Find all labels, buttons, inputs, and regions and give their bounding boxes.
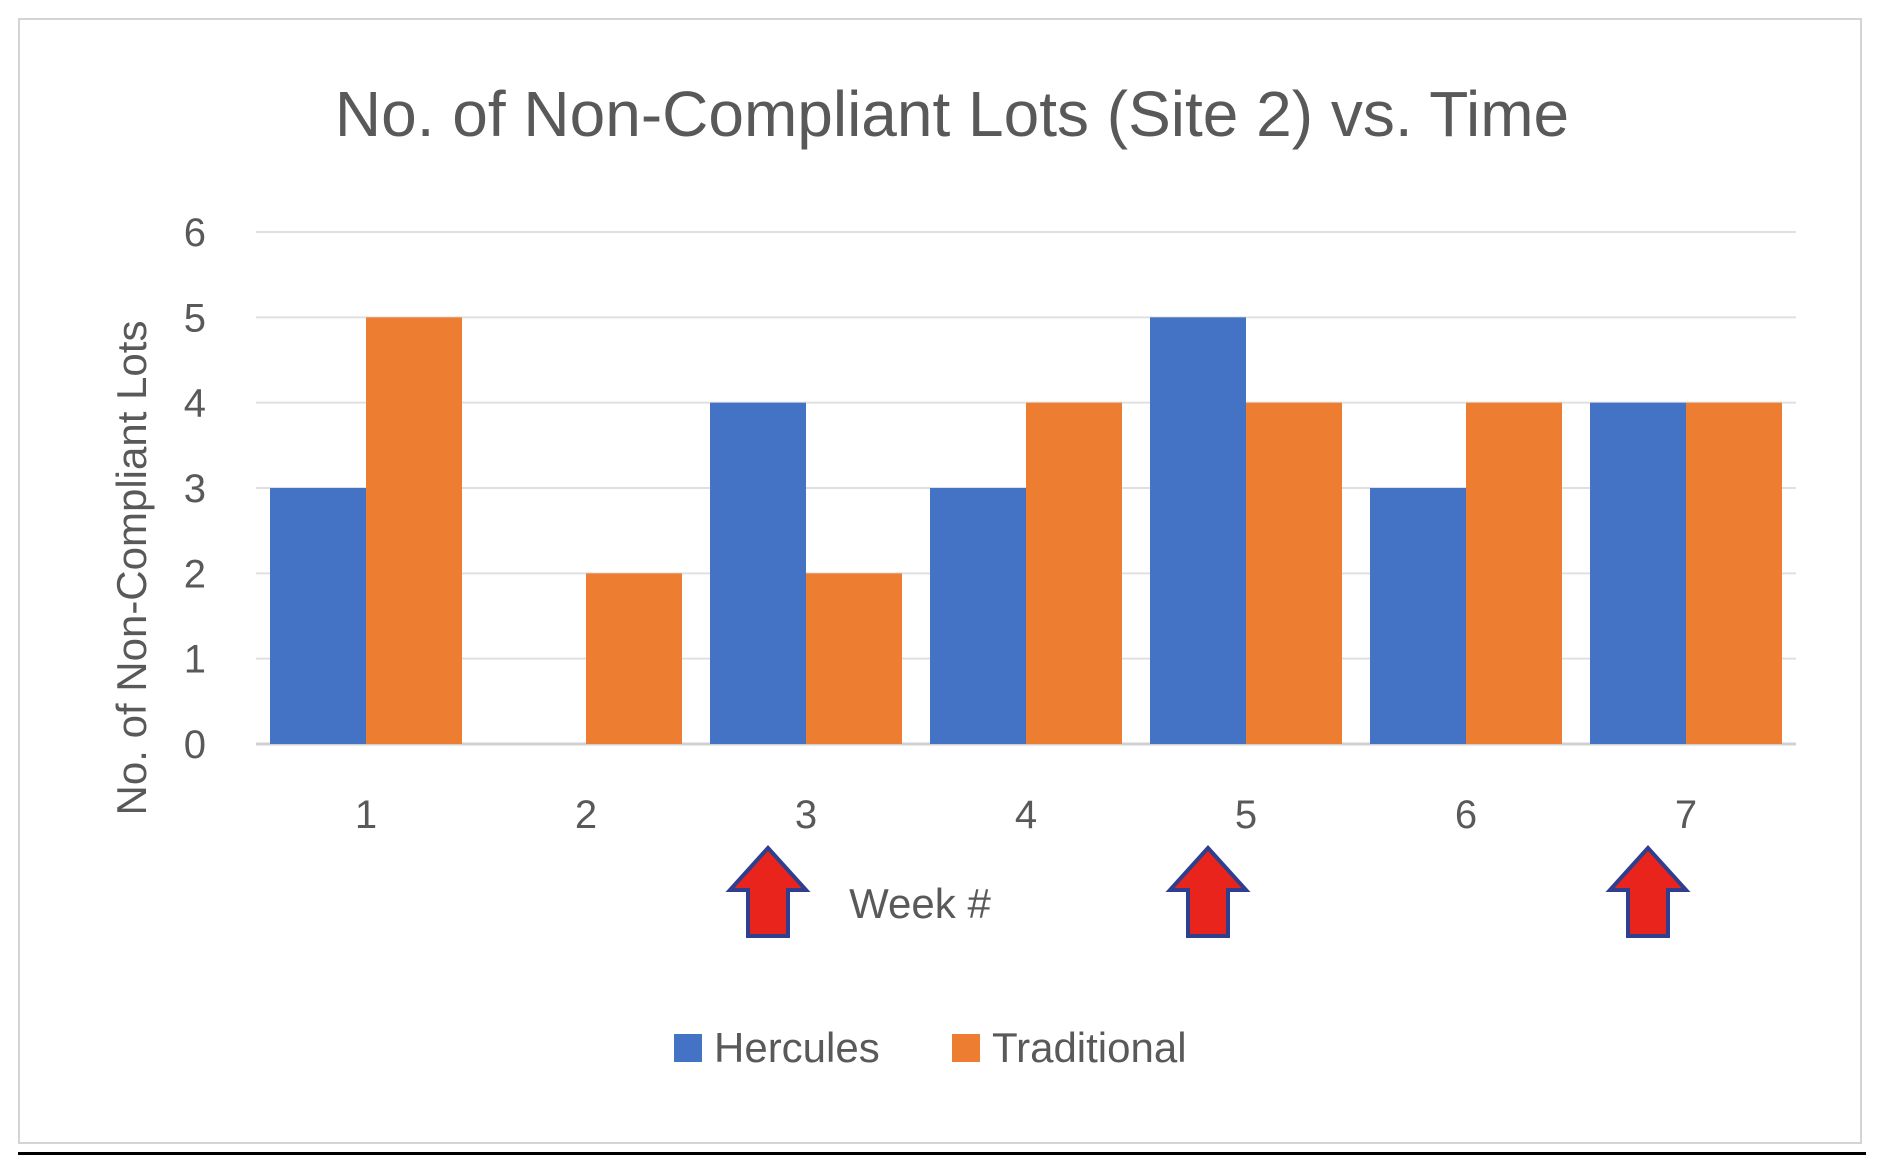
y-tick-label-4: 4 xyxy=(184,382,206,426)
x-tick-label-5: 5 xyxy=(1235,793,1257,837)
legend-swatch-traditional xyxy=(952,1034,980,1062)
y-tick-label-3: 3 xyxy=(184,467,206,511)
legend: Hercules Traditional xyxy=(674,1024,1187,1071)
bar-traditional-week-3 xyxy=(806,573,902,744)
x-tick-label-7: 7 xyxy=(1675,793,1697,837)
x-tick-label-1: 1 xyxy=(355,793,377,837)
bar-hercules-week-3 xyxy=(710,402,806,744)
y-tick-label-5: 5 xyxy=(184,296,206,340)
y-tick-label-0: 0 xyxy=(184,723,206,767)
bar-hercules-week-1 xyxy=(270,488,366,744)
bar-traditional-week-2 xyxy=(586,573,682,744)
bar-hercules-week-5 xyxy=(1150,317,1246,744)
arrow-up-icon-week-7 xyxy=(1605,845,1691,938)
x-tick-label-6: 6 xyxy=(1455,793,1477,837)
bar-traditional-week-1 xyxy=(366,317,462,744)
bar-traditional-week-4 xyxy=(1026,402,1122,744)
legend-swatch-hercules xyxy=(674,1034,702,1062)
x-tick-labels: 1 2 3 4 5 6 7 xyxy=(355,793,1697,837)
y-tick-label-2: 2 xyxy=(184,552,206,596)
y-tick-label-6: 6 xyxy=(184,211,206,255)
bar-hercules-week-7 xyxy=(1590,402,1686,744)
arrow-up-icon-week-3 xyxy=(725,845,811,938)
annotation-arrows xyxy=(725,845,1691,938)
bar-traditional-week-6 xyxy=(1466,402,1562,744)
y-axis-title: No. of Non-Compliant Lots xyxy=(108,321,155,816)
y-tick-labels: 0 1 2 3 4 5 6 xyxy=(184,211,206,767)
legend-label-traditional: Traditional xyxy=(992,1024,1187,1071)
arrow-up-icon-week-5 xyxy=(1165,845,1251,938)
y-tick-label-1: 1 xyxy=(184,638,206,682)
bar-hercules-week-6 xyxy=(1370,488,1466,744)
bar-traditional-week-7 xyxy=(1686,402,1782,744)
x-tick-label-4: 4 xyxy=(1015,793,1037,837)
chart-title: No. of Non-Compliant Lots (Site 2) vs. T… xyxy=(335,78,1569,150)
bottom-rule xyxy=(18,1152,1866,1155)
legend-label-hercules: Hercules xyxy=(714,1024,880,1071)
bar-traditional-week-5 xyxy=(1246,402,1342,744)
x-tick-label-2: 2 xyxy=(575,793,597,837)
bars xyxy=(270,317,1782,744)
x-axis-title: Week # xyxy=(849,880,991,927)
x-tick-label-3: 3 xyxy=(795,793,817,837)
bar-hercules-week-4 xyxy=(930,488,1026,744)
